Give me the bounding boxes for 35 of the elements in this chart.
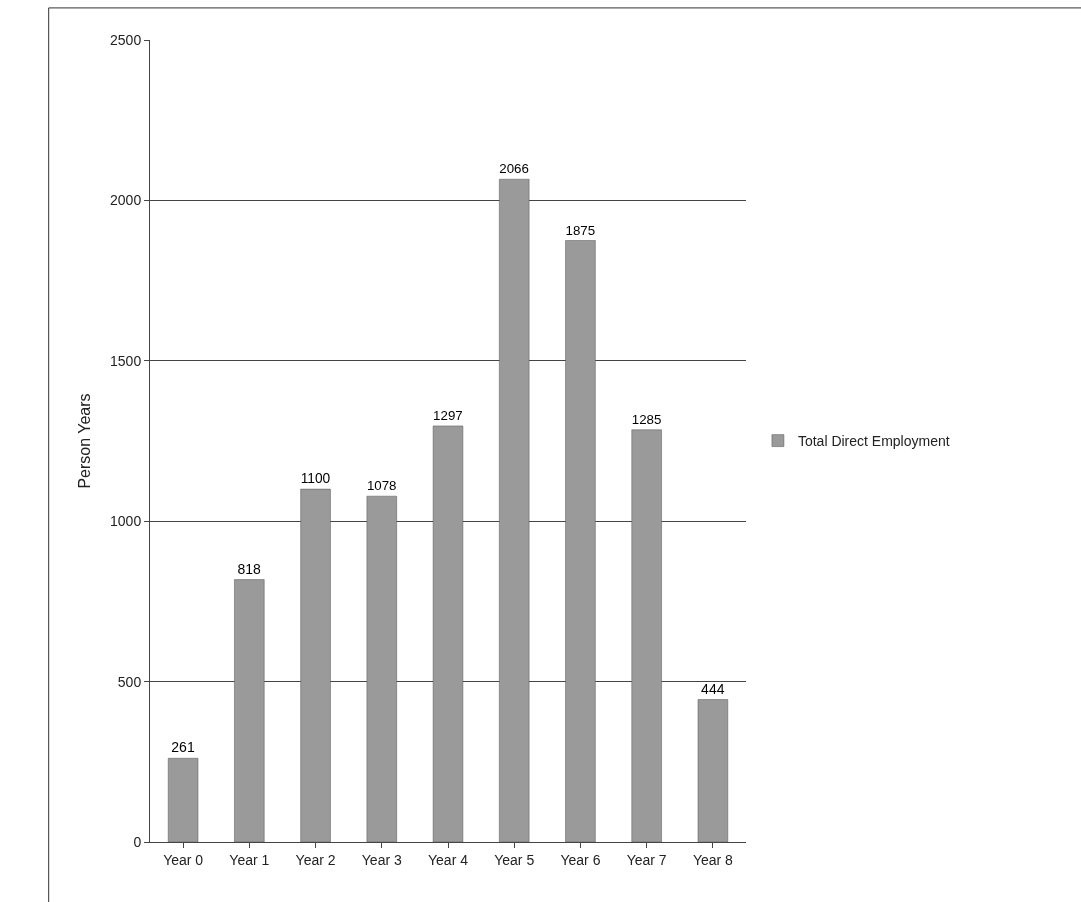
x-tick-label: Year 6 [560,851,601,868]
data-label: 261 [171,739,195,756]
y-tick-label: 2500 [110,31,142,48]
x-tick-label: Year 2 [295,851,336,868]
legend-label: Total Direct Employment [797,433,950,450]
y-tick-label: 500 [117,673,142,690]
data-label: 2066 [499,161,529,177]
y-tick-label: 1000 [110,513,142,530]
bar [631,429,662,842]
data-label: 1078 [366,478,397,494]
bar [234,579,265,842]
bar [499,178,530,842]
x-tick-label: Year 8 [692,851,734,868]
x-tick-label: Year 4 [428,851,469,868]
x-tick-label: Year 3 [361,851,402,868]
data-label: 1285 [631,411,662,427]
x-tick-label: Year 5 [494,851,535,868]
x-tick-label: Year 0 [163,851,204,868]
x-tick-label: Year 7 [626,851,667,868]
bar [167,758,199,842]
data-label: 444 [701,680,725,697]
bar [697,699,729,842]
y-tick-label: 2000 [110,192,142,209]
data-label: 1875 [565,222,596,238]
y-axis-title: Person Years [75,393,93,489]
data-label: 1297 [433,408,463,424]
y-tick-label: 1500 [110,352,142,369]
y-tick-label: 0 [133,833,142,850]
bar [300,488,331,842]
data-label: 1100 [300,471,331,487]
bar [366,495,397,842]
bar [565,240,596,842]
bar [432,425,464,842]
data-label: 818 [237,560,262,577]
x-tick-label: Year 1 [229,851,270,868]
